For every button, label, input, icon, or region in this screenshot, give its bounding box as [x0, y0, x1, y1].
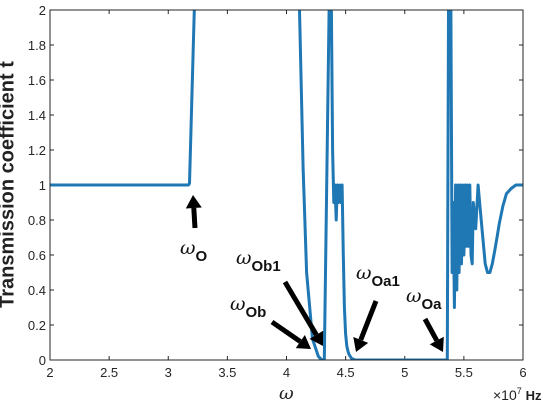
annotation-subscript: Ob: [245, 304, 267, 321]
x-tick-label: 2.5: [100, 365, 118, 380]
annotation-arrows: [185, 195, 444, 352]
arrow-omega-ob1: [282, 280, 324, 346]
x-axis-label: ω: [279, 383, 294, 404]
y-tick-label: 2: [39, 3, 46, 18]
y-tick-label: 0.4: [28, 283, 46, 298]
x-tick-label: 5: [401, 365, 408, 380]
y-tick-label: 1.4: [28, 108, 46, 123]
annotation-omega-o: ωO: [180, 237, 207, 265]
annotation-symbol: ω: [230, 293, 246, 315]
x-tick-label: 3: [165, 365, 172, 380]
transmission-curve: [50, 10, 523, 360]
x-axis-exponent: ×107 Hz: [493, 386, 542, 403]
annotation-omega-ob1: ωOb1: [236, 247, 281, 275]
annotation-symbol: ω: [236, 247, 252, 269]
y-tick-label: 1.2: [28, 143, 46, 158]
x-tick-labels: 2 2.5 3 3.5 4 4.5 5 5.5 6: [46, 365, 526, 380]
axes-frame: [49, 9, 524, 361]
arrow-omega-oa: [422, 317, 444, 352]
y-tick-labels: 0 0.2 0.4 0.6 0.8 1 1.2 1.4 1.6 1.8 2: [28, 3, 46, 368]
y-tick-label: 1: [39, 178, 46, 193]
arrow-omega-o: [185, 195, 202, 229]
x-tick-label: 3.5: [218, 365, 236, 380]
x-exponent-base: ×10: [493, 387, 517, 403]
annotation-symbol: ω: [406, 285, 422, 307]
x-tick-label: 5.5: [455, 365, 473, 380]
y-tick-label: 0.8: [28, 213, 46, 228]
annotation-subscript: Ob1: [251, 258, 281, 275]
y-tick-label: 0: [39, 353, 46, 368]
annotation-symbol: ω: [180, 237, 196, 259]
x-tick-label: 4.5: [337, 365, 355, 380]
y-tick-label: 1.8: [28, 38, 46, 53]
annotation-omega-oa: ωOa: [406, 285, 442, 313]
x-exponent-power: 7: [516, 386, 522, 396]
annotation-subscript: Oa1: [371, 273, 400, 290]
y-tick-label: 1.6: [28, 73, 46, 88]
y-tick-label: 0.6: [28, 248, 46, 263]
annotation-omega-oa1: ωOa1: [356, 262, 400, 290]
x-tick-label: 4: [283, 365, 290, 380]
annotation-omega-ob: ωOb: [230, 293, 266, 321]
x-unit: Hz: [525, 388, 542, 403]
arrow-omega-ob: [270, 319, 311, 349]
annotation-subscript: O: [195, 248, 208, 265]
arrow-omega-oa1: [353, 300, 379, 352]
x-tick-label: 6: [519, 365, 526, 380]
y-tick-label: 0.2: [28, 318, 46, 333]
annotation-symbol: ω: [356, 262, 372, 284]
x-tick-label: 2: [46, 365, 53, 380]
annotation-subscript: Oa: [421, 296, 442, 313]
